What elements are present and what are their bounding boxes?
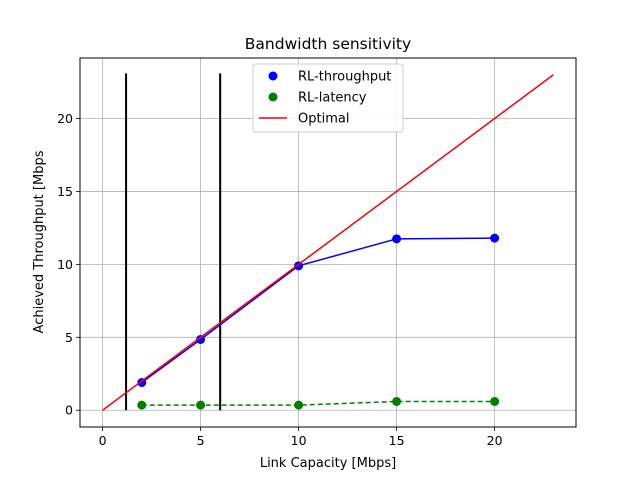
legend-label-rl-latency: RL-latency — [298, 91, 367, 106]
data-point-rl-latency — [490, 396, 500, 406]
y-tick-label: 15 — [57, 184, 73, 199]
y-tick-label: 5 — [65, 330, 73, 345]
data-point-rl-throughput — [490, 233, 500, 243]
x-tick-label: 15 — [389, 433, 405, 448]
data-point-rl-throughput — [196, 334, 206, 344]
data-layer — [102, 73, 554, 411]
x-tick-label: 10 — [291, 433, 307, 448]
legend-marker-rl-latency — [268, 92, 278, 102]
legend-marker-rl-throughput — [268, 71, 278, 81]
legend-label-rl-throughput: RL-throughput — [298, 70, 391, 85]
data-point-rl-latency — [392, 396, 402, 406]
data-point-rl-latency — [196, 400, 206, 410]
y-tick-label: 20 — [57, 111, 73, 126]
legend: RL-throughput RL-latency Optimal — [252, 63, 404, 133]
data-point-rl-latency — [137, 400, 147, 410]
series-line-optimal — [102, 74, 554, 411]
plot-frame — [79, 57, 577, 428]
y-tick-label: 10 — [57, 257, 73, 272]
ticks: 0 5 10 15 20 0 5 10 15 20 — [57, 111, 503, 448]
x-axis-label: Link Capacity [Mbps] — [260, 456, 396, 471]
x-tick-label: 5 — [197, 433, 205, 448]
legend-box — [252, 63, 404, 133]
x-tick-label: 0 — [99, 433, 107, 448]
y-axis-label: Achieved Throughput [Mbps — [32, 150, 47, 333]
x-tick-label: 20 — [487, 433, 503, 448]
chart-title: Bandwidth sensitivity — [245, 35, 411, 53]
legend-label-optimal: Optimal — [298, 112, 349, 127]
data-point-rl-throughput — [392, 234, 402, 244]
data-point-rl-latency — [294, 400, 304, 410]
y-tick-label: 0 — [65, 403, 73, 418]
